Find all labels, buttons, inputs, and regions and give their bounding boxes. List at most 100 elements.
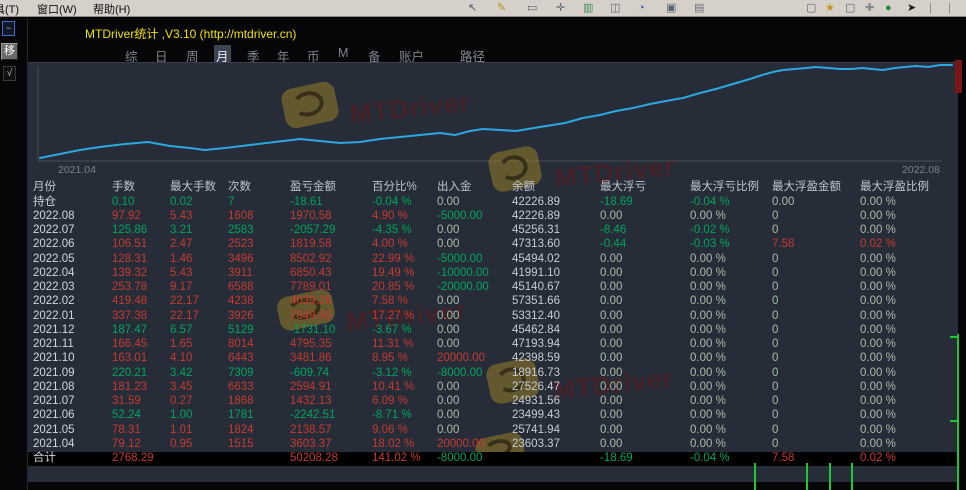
line-chart-icon[interactable]: ◔ bbox=[638, 2, 645, 14]
favorites-icon[interactable]: ★ bbox=[825, 2, 835, 14]
table-cell: 0.00 % bbox=[860, 281, 896, 294]
table-cell: 128.31 bbox=[112, 252, 148, 265]
table-cell: 0.00 bbox=[600, 380, 623, 393]
crosshair-icon[interactable]: ✛ bbox=[556, 2, 566, 14]
chart-window-icon[interactable]: ▭ bbox=[527, 2, 538, 14]
tab-path[interactable]: 路径 bbox=[460, 50, 486, 64]
table-cell: -2057.29 bbox=[290, 224, 336, 237]
table-cell: 4039.26 bbox=[290, 295, 332, 308]
check-button[interactable]: √ bbox=[3, 66, 16, 81]
table-cell: -0.03 % bbox=[690, 238, 730, 251]
tab-日[interactable]: 日 bbox=[155, 50, 168, 64]
table-cell: 7849.56 bbox=[290, 309, 332, 322]
table-cell: 1.00 bbox=[170, 409, 193, 422]
table-cell: 1.65 bbox=[170, 338, 193, 351]
zoom-in-icon[interactable]: ▣ bbox=[666, 2, 677, 14]
table-cell: 0.00 bbox=[437, 309, 460, 322]
table-cell: 0.00 % bbox=[690, 252, 726, 265]
add-indicator-icon[interactable]: ✚ bbox=[865, 2, 875, 14]
table-row: 2022.03 253.78 9.17 6588 7789.01 20.85 % -2000… bbox=[28, 281, 958, 295]
menu-help[interactable]: 帮助(H) bbox=[93, 4, 131, 16]
table-cell: 25741.94 bbox=[512, 423, 560, 436]
tab-季[interactable]: 季 bbox=[247, 50, 260, 64]
table-cell: -0.02 % bbox=[690, 224, 730, 237]
table-cell: 0.00 % bbox=[860, 295, 896, 308]
table-cell: 4238 bbox=[228, 295, 254, 308]
table-cell: 2022.07 bbox=[33, 224, 75, 237]
table-row: 2022.02 419.48 22.17 4238 4039.26 7.58 % 0.00 5… bbox=[28, 295, 958, 309]
table-cell: 2.47 bbox=[170, 238, 193, 251]
menu-tools[interactable]: 具(T) bbox=[0, 4, 20, 16]
tab-年[interactable]: 年 bbox=[277, 50, 290, 64]
tile-windows-icon[interactable]: ▤ bbox=[694, 2, 705, 14]
table-cell: 47313.60 bbox=[512, 238, 560, 251]
tab-月[interactable]: 月 bbox=[214, 45, 231, 66]
candle-chart-icon[interactable]: ◫ bbox=[610, 2, 621, 14]
pointer-icon[interactable]: ➤ bbox=[907, 2, 917, 14]
table-cell: 7309 bbox=[228, 366, 254, 379]
table-cell: 0.00 % bbox=[860, 352, 896, 365]
template-icon[interactable]: ▢ bbox=[845, 2, 856, 14]
tab-账户[interactable]: 账户 bbox=[399, 50, 425, 64]
tab-备[interactable]: 备 bbox=[368, 50, 381, 64]
column-header: 最大浮亏 bbox=[600, 181, 646, 193]
table-cell: 0.00 bbox=[600, 323, 623, 336]
table-cell: -8.71 % bbox=[372, 409, 412, 422]
table-cell: 0 bbox=[772, 209, 779, 222]
autotrade-icon[interactable]: ● bbox=[885, 2, 892, 14]
x-axis-end-label: 2022.08 bbox=[902, 164, 940, 176]
separator[interactable]: | bbox=[948, 2, 951, 14]
cursor-icon[interactable]: ↖ bbox=[468, 2, 478, 14]
pencil-icon[interactable]: ✎ bbox=[497, 2, 507, 14]
background-artifact bbox=[950, 420, 958, 422]
tab-综[interactable]: 综 bbox=[125, 50, 138, 64]
table-cell: 0 bbox=[772, 323, 779, 336]
table-cell: -10000.00 bbox=[437, 266, 489, 279]
table-cell: 0.02 % bbox=[860, 238, 896, 251]
table-cell: 0.00 bbox=[600, 252, 623, 265]
table-cell: 0 bbox=[772, 395, 779, 408]
tab-M[interactable]: M bbox=[338, 46, 349, 60]
collapse-button[interactable]: − bbox=[2, 21, 15, 36]
move-button[interactable]: 移 bbox=[1, 43, 18, 60]
table-cell: 0 bbox=[772, 409, 779, 422]
column-header: 盈亏金额 bbox=[290, 181, 336, 193]
table-cell: 1.46 bbox=[170, 252, 193, 265]
table-cell: 0.00 % bbox=[860, 195, 896, 208]
table-cell: 0.00 % bbox=[690, 323, 726, 336]
table-cell: 0 bbox=[772, 224, 779, 237]
table-cell: 181.23 bbox=[112, 380, 148, 393]
table-cell: 253.78 bbox=[112, 281, 148, 294]
table-cell: 0.27 bbox=[170, 395, 193, 408]
bar-chart-icon[interactable]: ▥ bbox=[583, 2, 594, 14]
table-cell: 45256.31 bbox=[512, 224, 560, 237]
table-cell: 1515 bbox=[228, 437, 254, 450]
table-cell: 0.00 bbox=[437, 380, 460, 393]
table-cell: 0.00 % bbox=[860, 395, 896, 408]
table-cell: 2021.04 bbox=[33, 437, 75, 450]
table-cell: 1608 bbox=[228, 209, 254, 222]
table-cell: 57351.66 bbox=[512, 295, 560, 308]
table-cell: 42226.89 bbox=[512, 195, 560, 208]
separator[interactable]: | bbox=[929, 2, 932, 14]
menu-window[interactable]: 窗口(W) bbox=[37, 4, 77, 16]
equity-chart: 2021.04 2022.08 bbox=[37, 64, 953, 176]
table-cell: 0.00 % bbox=[860, 423, 896, 436]
table-cell: 2021.05 bbox=[33, 423, 75, 436]
new-order-icon[interactable]: ▢ bbox=[806, 2, 817, 14]
table-cell: 5129 bbox=[228, 323, 254, 336]
table-cell: 125.86 bbox=[112, 224, 148, 237]
table-cell: 2022.02 bbox=[33, 295, 75, 308]
table-cell: 0 bbox=[772, 366, 779, 379]
tab-周[interactable]: 周 bbox=[186, 50, 199, 64]
table-cell: 141.02 % bbox=[372, 452, 421, 465]
table-cell: -18.69 bbox=[600, 452, 633, 465]
background-artifact bbox=[955, 60, 962, 93]
table-cell: 3.42 bbox=[170, 366, 193, 379]
table-cell: 5.43 bbox=[170, 209, 193, 222]
table-cell: 22.17 bbox=[170, 295, 199, 308]
table-cell: 97.92 bbox=[112, 209, 141, 222]
table-cell: 20000.00 bbox=[437, 437, 485, 450]
tab-币[interactable]: 币 bbox=[307, 50, 320, 64]
table-cell: 0.00 bbox=[600, 352, 623, 365]
